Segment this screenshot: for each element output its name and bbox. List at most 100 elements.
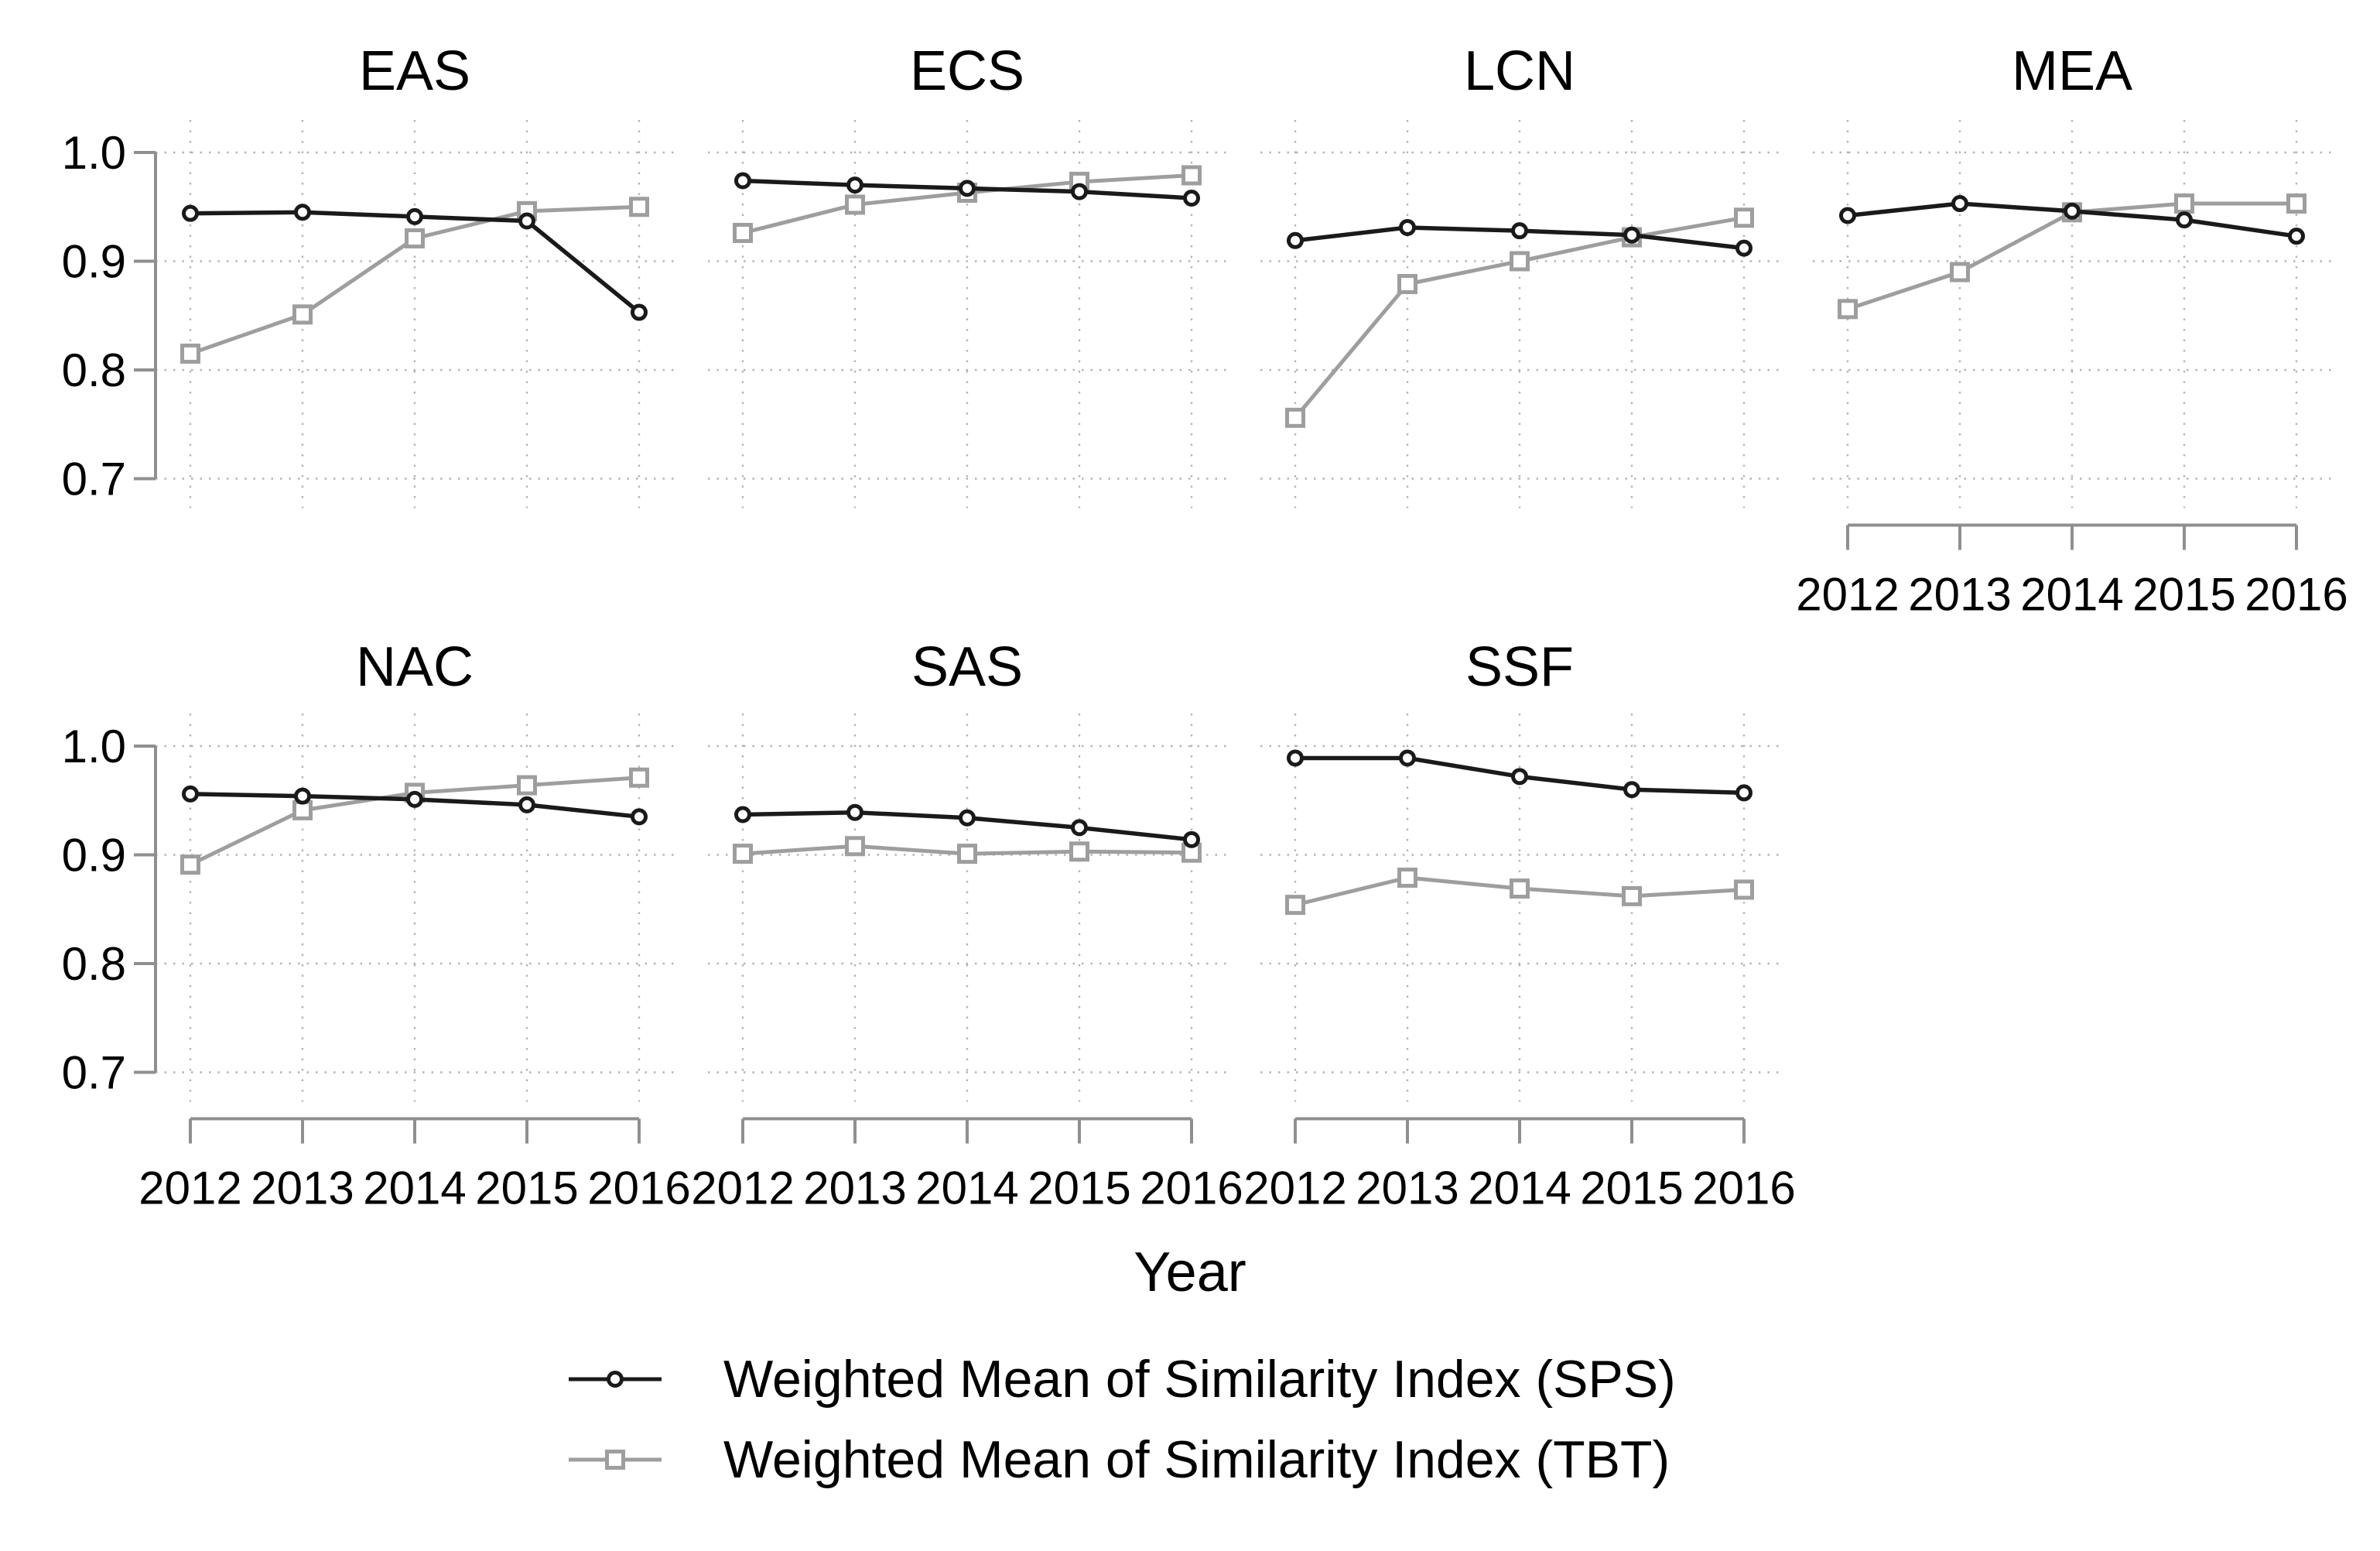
x-tick-label: 2014	[2020, 569, 2123, 621]
x-axis: 2012 2013 2014 2015 2016	[1243, 1117, 1796, 1214]
marker-square	[2174, 193, 2194, 214]
x-tick-label: 2016	[587, 1162, 690, 1214]
marker-square	[845, 836, 865, 857]
series-tbt	[733, 836, 1202, 865]
y-tick-label: 0.9	[62, 830, 126, 882]
legend-key-tbt-icon	[569, 1450, 662, 1470]
y-axis: 0.7 0.8 0.9 1.0	[62, 127, 157, 505]
marker-square	[517, 775, 537, 796]
marker-square	[629, 767, 649, 788]
marker-square	[733, 222, 753, 243]
marker-circle	[2176, 211, 2193, 229]
marker-circle	[1287, 231, 1304, 249]
x-tick-label: 2016	[2245, 569, 2348, 621]
marker-square	[957, 844, 977, 865]
marker-circle	[294, 787, 311, 805]
legend: Weighted Mean of Similarity Index (SPS) …	[569, 1339, 1676, 1500]
x-axis: 2012 2013 2014 2015 2016	[691, 1117, 1243, 1214]
marker-circle	[1839, 207, 1856, 224]
marker-circle	[294, 204, 311, 221]
marker-circle	[631, 303, 648, 321]
marker-square	[1510, 878, 1530, 899]
marker-square	[1181, 165, 1202, 186]
marker-square	[1734, 879, 1754, 900]
panel-ecs	[708, 120, 1226, 508]
panel-title-ecs: ECS	[909, 40, 1025, 102]
marker-circle	[959, 809, 976, 827]
x-tick-label: 2014	[915, 1162, 1018, 1214]
legend-label-sps: Weighted Mean of Similarity Index (SPS)	[723, 1350, 1676, 1409]
marker-circle	[2064, 202, 2081, 220]
marker-circle	[518, 212, 535, 230]
marker-circle	[734, 806, 751, 823]
series-sps	[734, 803, 1200, 848]
marker-circle	[607, 1371, 624, 1388]
marker-square	[1622, 885, 1642, 906]
series-tbt	[180, 767, 649, 875]
panel-mea: 2012 2013 2014 2015 2016	[1796, 120, 2348, 621]
marker-circle	[959, 180, 976, 197]
marker-circle	[518, 796, 535, 813]
marker-circle	[734, 172, 751, 190]
marker-circle	[1623, 226, 1640, 244]
marker-square	[1397, 274, 1417, 295]
marker-circle	[1623, 781, 1640, 799]
panel-ssf: 2012 2013 2014 2015 2016	[1243, 714, 1796, 1214]
marker-circle	[2288, 228, 2305, 245]
x-tick-label: 2015	[475, 1162, 578, 1214]
y-tick-label: 0.8	[62, 938, 126, 990]
marker-circle	[1183, 190, 1200, 207]
marker-circle	[406, 207, 423, 225]
series-sps	[1287, 218, 1753, 257]
y-tick-label: 0.8	[62, 344, 126, 396]
marker-square	[2286, 193, 2306, 214]
marker-circle	[846, 176, 863, 194]
series-sps	[182, 785, 648, 826]
series-sps	[1839, 195, 2305, 245]
panel-title-sas: SAS	[911, 636, 1024, 698]
series-sps	[1287, 749, 1753, 802]
marker-circle	[1183, 830, 1200, 848]
marker-square	[1285, 895, 1305, 916]
legend-entry-tbt: Weighted Mean of Similarity Index (TBT)	[569, 1419, 1676, 1500]
marker-square	[733, 844, 753, 865]
marker-square	[1397, 868, 1417, 888]
x-tick-label: 2016	[1140, 1162, 1243, 1214]
x-tick-label: 2015	[1028, 1162, 1130, 1214]
panel-title-lcn: LCN	[1463, 40, 1576, 102]
x-tick-label: 2014	[363, 1162, 466, 1214]
marker-square	[1734, 207, 1754, 228]
marker-circle	[1287, 749, 1304, 767]
marker-circle	[182, 204, 199, 222]
marker-square	[629, 197, 649, 217]
x-tick-label: 2014	[1468, 1162, 1571, 1214]
x-tick-label: 2013	[1356, 1162, 1458, 1214]
panel-title-mea: MEA	[2011, 40, 2133, 102]
marker-circle	[1071, 183, 1088, 200]
marker-square	[405, 228, 425, 248]
series-tbt	[1285, 868, 1754, 916]
series-sps	[734, 172, 1200, 207]
marker-circle	[1511, 768, 1528, 786]
legend-key-sps-icon	[569, 1371, 662, 1388]
x-tick-label: 2012	[1796, 569, 1899, 621]
marker-circle	[631, 808, 648, 826]
marker-circle	[1735, 784, 1753, 802]
y-tick-label: 0.7	[62, 1047, 126, 1099]
marker-circle	[1071, 819, 1088, 837]
panel-nac: 0.7 0.8 0.9 1.0 2012 2013 2014 2015 2016	[62, 714, 691, 1214]
marker-circle	[1735, 239, 1753, 257]
x-tick-label: 2013	[251, 1162, 354, 1214]
marker-circle	[846, 803, 863, 821]
marker-square	[605, 1450, 625, 1470]
marker-square	[1838, 299, 1858, 320]
x-axis: 2012 2013 2014 2015 2016	[1796, 523, 2348, 621]
panel-title-nac: NAC	[355, 636, 474, 698]
marker-circle	[1951, 195, 1968, 213]
x-tick-label: 2015	[1580, 1162, 1683, 1214]
series-tbt-line	[1293, 215, 1746, 420]
marker-circle	[1399, 749, 1416, 767]
marker-square	[180, 343, 200, 364]
